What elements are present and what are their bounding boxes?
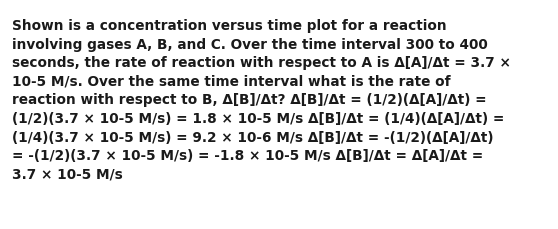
Text: Shown is a concentration versus time plot for a reaction
involving gases A, B, a: Shown is a concentration versus time plo… bbox=[12, 19, 511, 181]
